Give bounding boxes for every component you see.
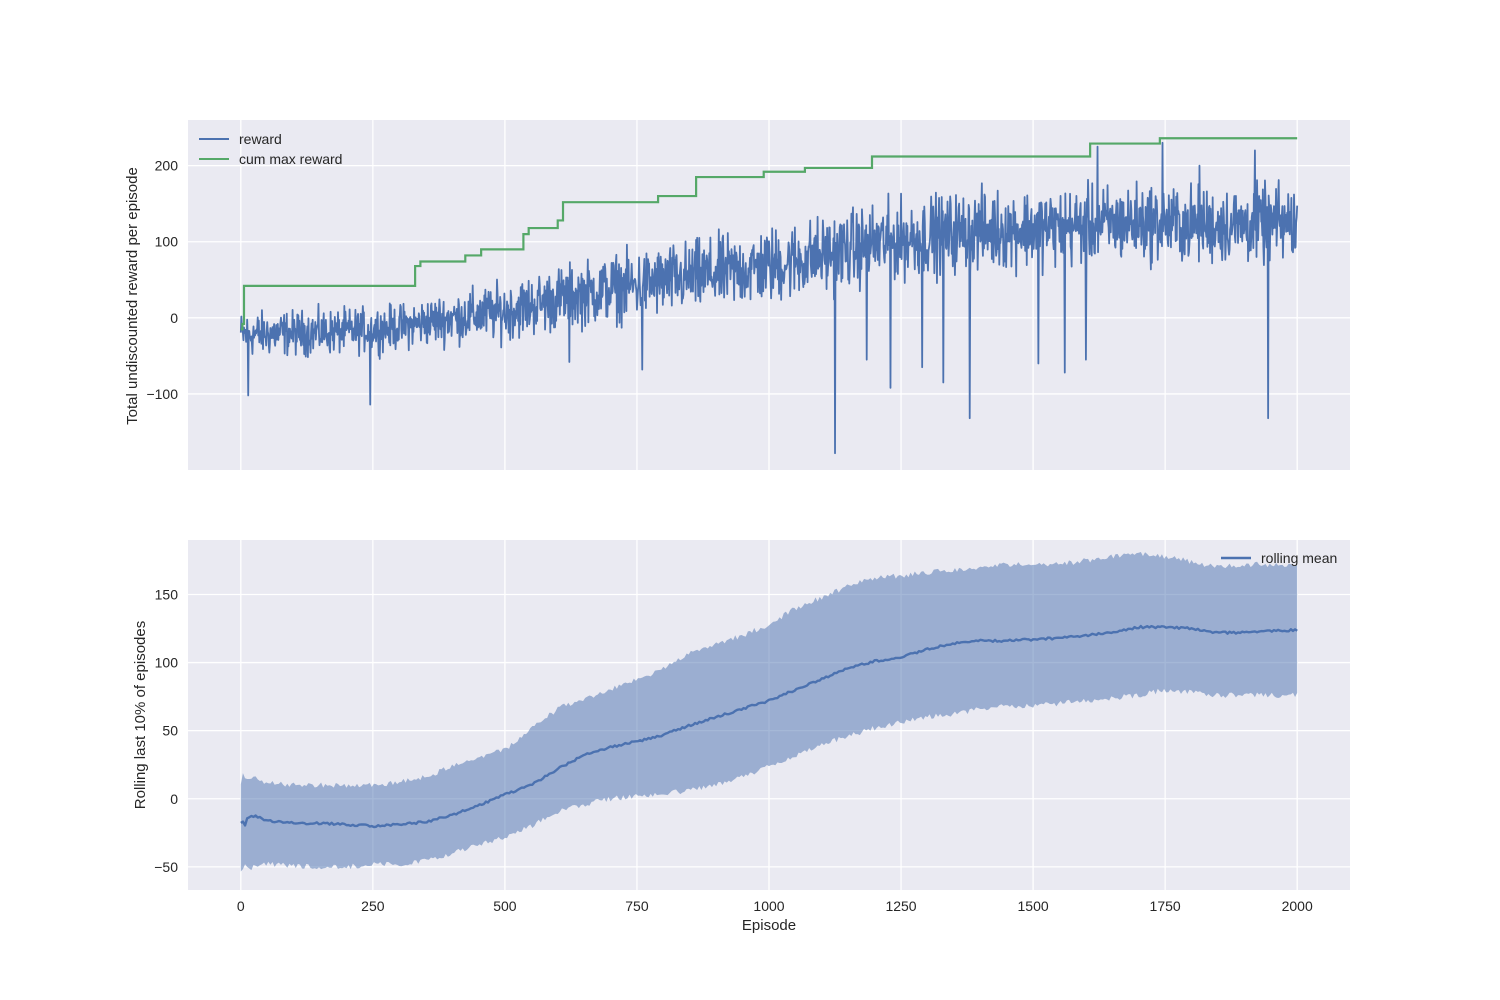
bottom-y-tick-label--50: −50: [154, 859, 178, 875]
top-y-tick-label-0: 0: [170, 310, 178, 326]
bottom-y-tick-label-150: 150: [155, 586, 179, 602]
bottom-series: [240, 551, 1298, 872]
cum-max-reward-line: [240, 137, 1298, 331]
bottom-x-tick-labels: 0 250 500 750 1000 1250 1500 1750 2000: [237, 898, 1313, 914]
rolling-mean-line: [240, 624, 1298, 829]
top-series: [239, 137, 1299, 455]
x-tick-label-1750: 1750: [1150, 898, 1181, 914]
x-tick-label-1250: 1250: [885, 898, 916, 914]
reward-line: [239, 141, 1299, 455]
x-tick-label-1000: 1000: [753, 898, 784, 914]
bottom-y-tick-label-100: 100: [155, 655, 179, 671]
x-tick-label-2000: 2000: [1282, 898, 1313, 914]
top-y-tick-label-200: 200: [155, 158, 179, 174]
top-y-tick-label--100: −100: [146, 386, 178, 402]
top-legend: reward cum max reward: [199, 131, 342, 167]
x-axis-label: Episode: [742, 917, 796, 934]
legend-label-reward: reward: [239, 131, 282, 147]
bottom-y-tick-label-0: 0: [170, 791, 178, 807]
legend-label-rolling-mean: rolling mean: [1261, 550, 1337, 566]
x-tick-label-500: 500: [493, 898, 517, 914]
x-tick-label-0: 0: [237, 898, 245, 914]
top-y-axis-label: Total undiscounted reward per episode: [124, 167, 141, 425]
bottom-y-tick-label-50: 50: [162, 723, 178, 739]
x-tick-label-1500: 1500: [1018, 898, 1049, 914]
bottom-y-axis-label: Rolling last 10% of episodes: [132, 621, 149, 809]
bottom-y-tick-labels: −50 0 50 100 150: [154, 586, 178, 874]
bottom-panel: −50 0 50 100 150 0 250 500 750 1000 1250 1500 1750 2…: [132, 540, 1350, 934]
top-y-tick-label-100: 100: [155, 234, 179, 250]
bottom-legend: rolling mean: [1221, 550, 1337, 566]
legend-label-cum-max-reward: cum max reward: [239, 151, 342, 167]
top-y-tick-labels: −100 0 100 200: [146, 158, 178, 402]
x-tick-label-750: 750: [625, 898, 649, 914]
rolling-std-band: [240, 551, 1298, 872]
x-tick-label-250: 250: [361, 898, 385, 914]
top-panel: −100 0 100 200 Total undiscounted reward pe…: [124, 120, 1350, 470]
